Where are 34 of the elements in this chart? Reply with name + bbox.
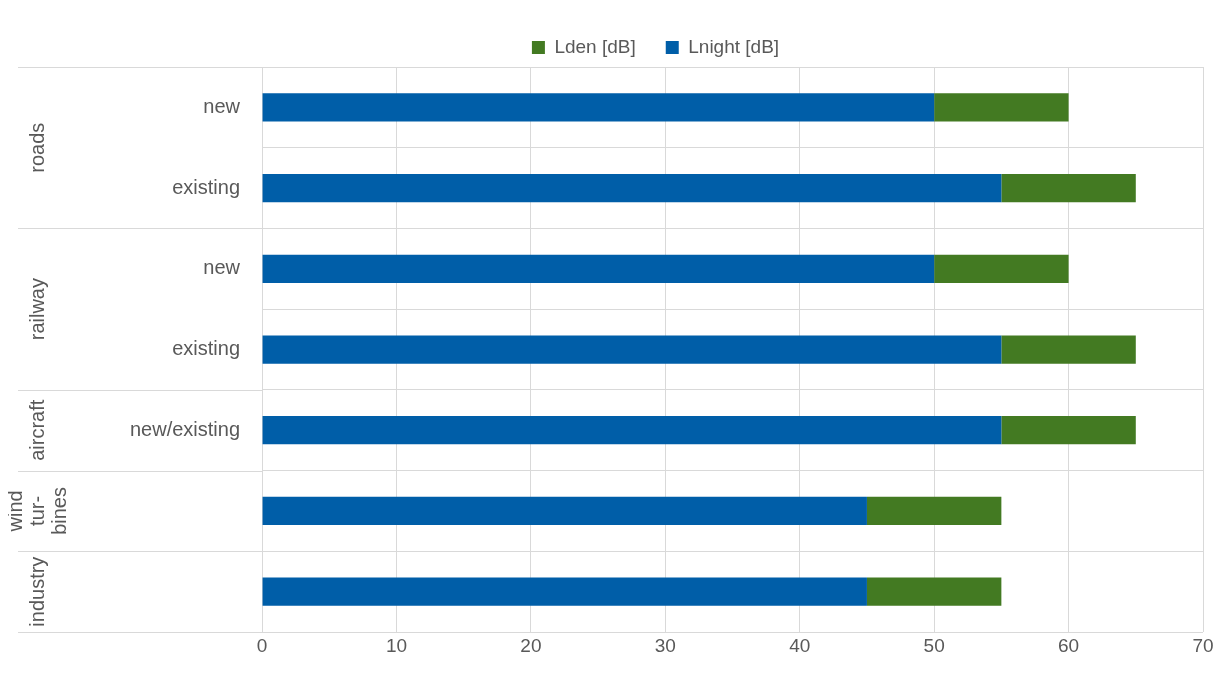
text: roads	[25, 122, 48, 173]
legend-label: Lnight [dB]	[688, 35, 780, 57]
bar	[934, 93, 1069, 122]
legend-label: Lden [dB]	[554, 35, 636, 57]
y-tick-label: new/existing	[130, 417, 241, 440]
x-tick-label: 0	[256, 634, 268, 656]
text: railway	[25, 278, 48, 341]
y-tick-label: new	[203, 94, 241, 117]
y-tick-label: existing	[172, 337, 241, 360]
bar	[1001, 416, 1136, 445]
text: wind tur-bines	[3, 487, 70, 535]
x-tick-label: 20	[520, 634, 542, 656]
bar	[262, 416, 1002, 445]
y-tick-label: existing	[172, 175, 241, 198]
bar	[262, 93, 935, 122]
x-tick-label: 40	[789, 634, 811, 656]
bar	[262, 335, 1002, 364]
x-tick-label: 30	[654, 634, 676, 656]
bar	[866, 496, 1002, 526]
bar	[262, 577, 867, 606]
y-tick-label: new	[203, 256, 241, 279]
x-tick-label: 70	[1192, 634, 1214, 656]
bar	[262, 496, 867, 526]
bar	[262, 254, 935, 283]
text: aircraft	[25, 399, 48, 461]
bar	[1001, 335, 1136, 364]
bar	[1001, 173, 1136, 203]
text: industry	[25, 556, 48, 627]
x-tick-label: 50	[923, 634, 945, 656]
bar	[866, 577, 1002, 606]
bar	[934, 254, 1069, 283]
bar	[262, 173, 1002, 203]
x-tick-label: 10	[385, 634, 408, 656]
x-tick-label: 60	[1058, 634, 1080, 656]
